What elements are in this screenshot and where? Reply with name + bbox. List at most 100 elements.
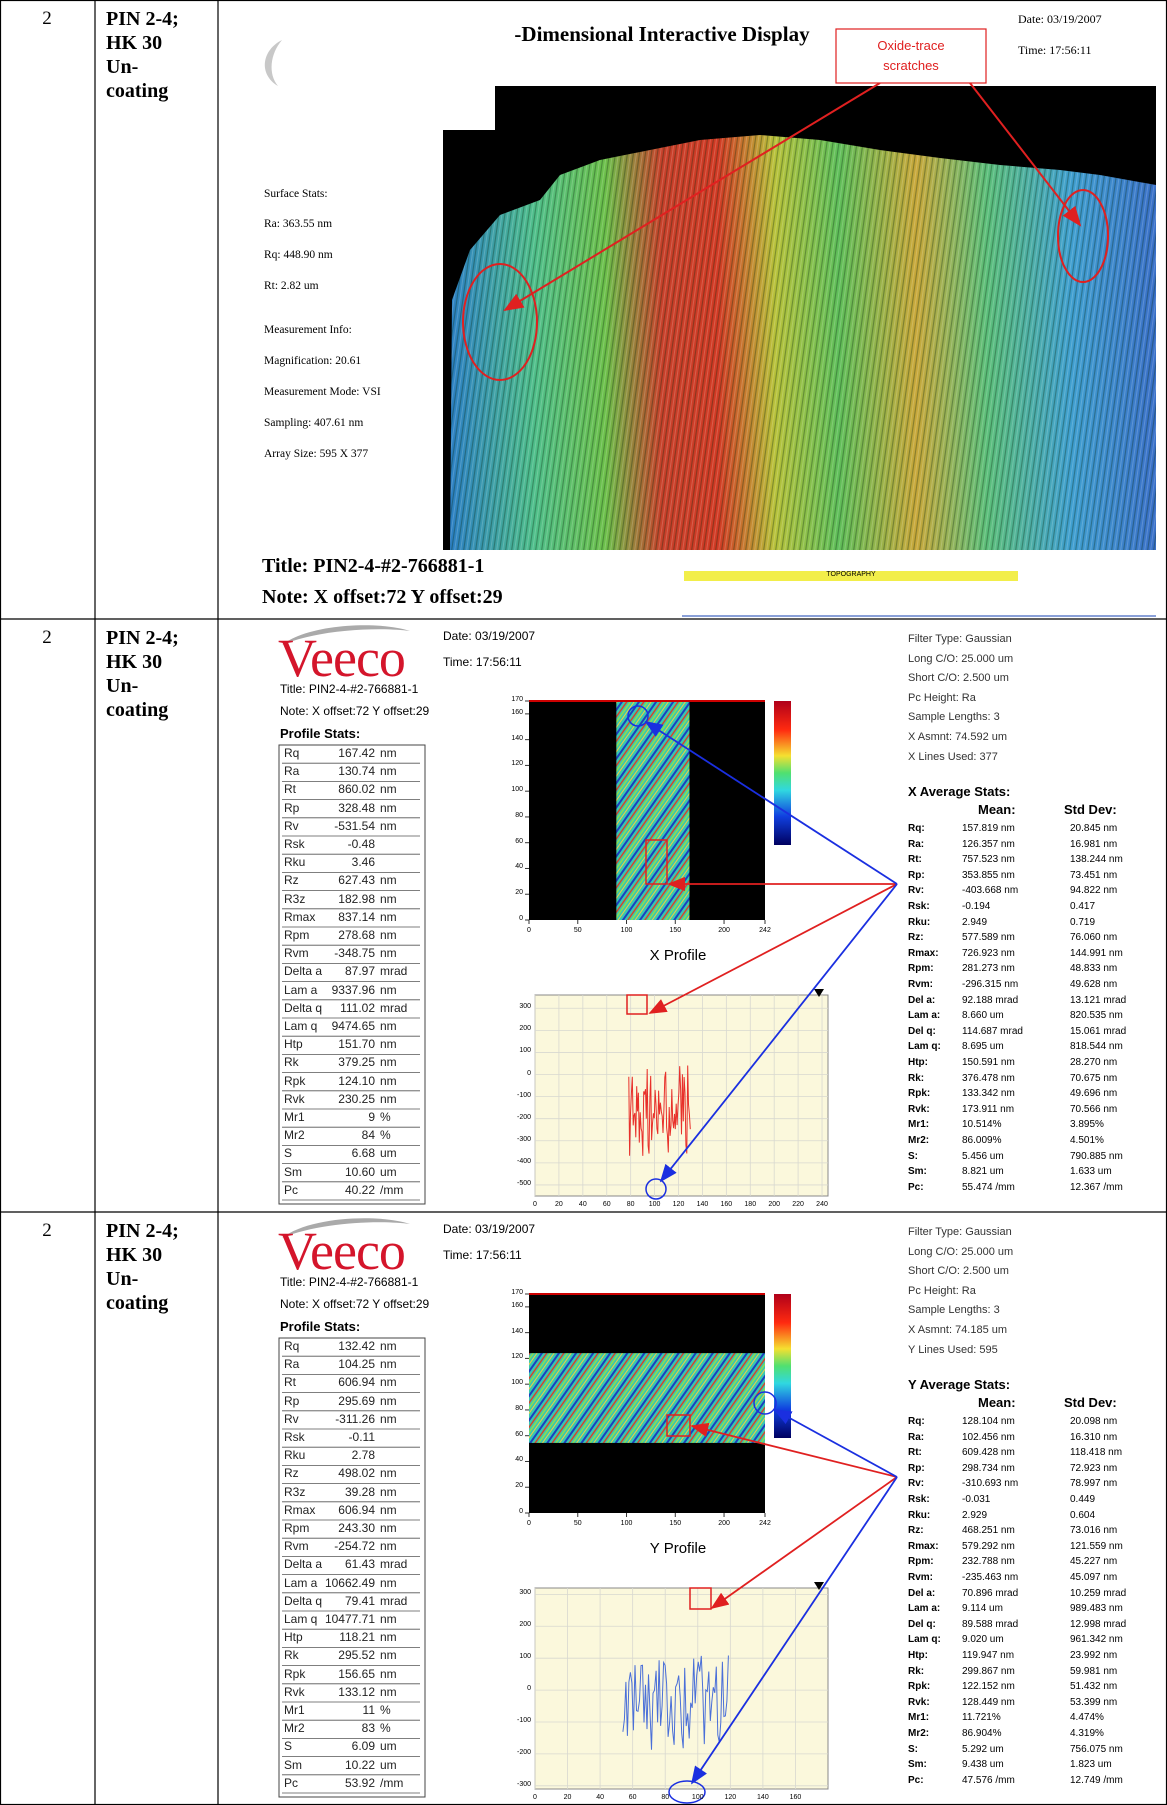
average-name: Lam q: <box>908 1634 941 1646</box>
stat-unit: mrad <box>380 1558 407 1572</box>
average-name: Rmax: <box>908 1541 939 1553</box>
map-y-tick-label: 120 <box>511 1353 523 1361</box>
profile-y-tick-label: -100 <box>517 1092 531 1100</box>
stat-value: 182.98 <box>338 893 375 907</box>
map-x-tick-label: 200 <box>718 1520 730 1528</box>
stat-value: 40.22 <box>345 1184 375 1198</box>
profile-y-tick-label: -200 <box>517 1114 531 1122</box>
average-name: Rmax: <box>908 948 939 960</box>
average-std: 48.833 nm <box>1070 963 1117 975</box>
stat-unit: mrad <box>380 965 407 979</box>
average-mean: 47.576 /mm <box>962 1775 1015 1787</box>
average-mean: 119.947 nm <box>962 1650 1014 1662</box>
average-name: Lam q: <box>908 1041 941 1053</box>
sample-label: Un- <box>106 675 138 698</box>
map-y-tick-label: 60 <box>515 1431 523 1439</box>
average-std: 4.319% <box>1070 1728 1104 1740</box>
stat-name: Mr2 <box>284 1722 305 1736</box>
stat-value: 6.68 <box>352 1147 375 1161</box>
stat-name: Rq <box>284 1340 299 1354</box>
stats-heading: Profile Stats: <box>280 727 360 742</box>
row-number: 2 <box>42 1220 52 1242</box>
filter-info: Pc Height: Ra <box>908 692 976 705</box>
filter-info: Long C/O: 25.000 um <box>908 653 1013 666</box>
stat-value: 379.25 <box>338 1056 375 1070</box>
colorbar <box>774 701 791 845</box>
stat-value: 61.43 <box>345 1558 375 1572</box>
stat-unit: nm <box>380 1504 397 1518</box>
average-mean: 468.251 nm <box>962 1525 1015 1537</box>
stat-value: 498.02 <box>338 1467 375 1481</box>
surface-stat: Rq: 448.90 nm <box>264 249 333 262</box>
profile-x-tick-label: 80 <box>627 1201 635 1209</box>
profile-x-tick-label: 20 <box>564 1794 572 1802</box>
average-name: Rt: <box>908 1447 922 1459</box>
surface-stat: Ra: 363.55 nm <box>264 218 332 231</box>
average-mean: 281.273 nm <box>962 963 1015 975</box>
average-mean: 8.695 um <box>962 1041 1004 1053</box>
stat-unit: nm <box>380 1467 397 1481</box>
average-name: Rk: <box>908 1073 924 1085</box>
average-std: 0.417 <box>1070 901 1095 913</box>
date: Date: 03/19/2007 <box>1018 13 1102 27</box>
filter-info: Filter Type: Gaussian <box>908 1226 1012 1239</box>
profile-y-tick-label: 0 <box>527 1685 531 1693</box>
stat-unit: /mm <box>380 1777 403 1791</box>
stat-value: 10.60 <box>345 1166 375 1180</box>
map-y-tick-label: 0 <box>519 1508 523 1516</box>
sample-label: PIN 2-4; <box>106 627 179 650</box>
stat-unit: nm <box>380 1038 397 1052</box>
average-mean: 114.687 mrad <box>962 1026 1023 1038</box>
stat-value: 860.02 <box>338 783 375 797</box>
stat-value: 837.14 <box>338 911 375 925</box>
stat-unit: mrad <box>380 1002 407 1016</box>
average-std: 12.367 /mm <box>1070 1182 1123 1194</box>
average-mean: 8.821 um <box>962 1166 1004 1178</box>
average-name: Mr2: <box>908 1728 929 1740</box>
stat-name: Rv <box>284 1413 299 1427</box>
average-std: 16.981 nm <box>1070 839 1117 851</box>
profile-y-tick-label: 300 <box>519 1003 531 1011</box>
date: Date: 03/19/2007 <box>443 1223 535 1237</box>
stat-unit: um <box>380 1759 397 1773</box>
average-mean: 157.819 nm <box>962 823 1015 835</box>
stat-name: Htp <box>284 1631 303 1645</box>
stat-unit: nm <box>380 1020 397 1034</box>
profile-x-tick-label: 0 <box>533 1201 537 1209</box>
average-mean: 10.514% <box>962 1119 1001 1131</box>
average-std: 1.633 um <box>1070 1166 1112 1178</box>
average-mean: 5.456 um <box>962 1151 1004 1163</box>
average-name: Rp: <box>908 870 925 882</box>
average-std: 73.451 nm <box>1070 870 1117 882</box>
average-name: S: <box>908 1151 918 1163</box>
stat-name: R3z <box>284 1486 305 1500</box>
stat-value: 118.21 <box>339 1631 375 1645</box>
stat-unit: % <box>380 1704 391 1718</box>
stat-unit: um <box>380 1740 397 1754</box>
stat-value: 10662.49 <box>325 1577 375 1591</box>
profile-y-tick-label: -400 <box>517 1158 531 1166</box>
stat-name: Pc <box>284 1777 298 1791</box>
logo: Veeco <box>278 1220 405 1282</box>
average-name: Rq: <box>908 1416 925 1428</box>
average-std: 20.098 nm <box>1070 1416 1117 1428</box>
average-mean: 2.929 <box>962 1510 987 1522</box>
average-name: Del a: <box>908 1588 935 1600</box>
average-mean: 9.020 um <box>962 1634 1004 1646</box>
sample-label: coating <box>106 1292 168 1315</box>
std-heading: Std Dev: <box>1064 1396 1117 1411</box>
stat-name: Rk <box>284 1056 299 1070</box>
filter-info: Long C/O: 25.000 um <box>908 1246 1013 1259</box>
stat-value: 3.46 <box>352 856 375 870</box>
stat-value: 295.52 <box>338 1649 375 1663</box>
average-std: 49.628 nm <box>1070 979 1117 991</box>
average-name: Lam a: <box>908 1603 940 1615</box>
stat-unit: nm <box>380 1395 397 1409</box>
sample-label: Un- <box>106 1268 138 1291</box>
stat-unit: nm <box>380 1358 397 1372</box>
map-band <box>616 701 689 920</box>
stats-heading: Surface Stats: <box>264 188 328 201</box>
stat-value: -348.75 <box>334 947 375 961</box>
average-name: Rsk: <box>908 1494 930 1506</box>
profile-x-tick-label: 40 <box>596 1794 604 1802</box>
